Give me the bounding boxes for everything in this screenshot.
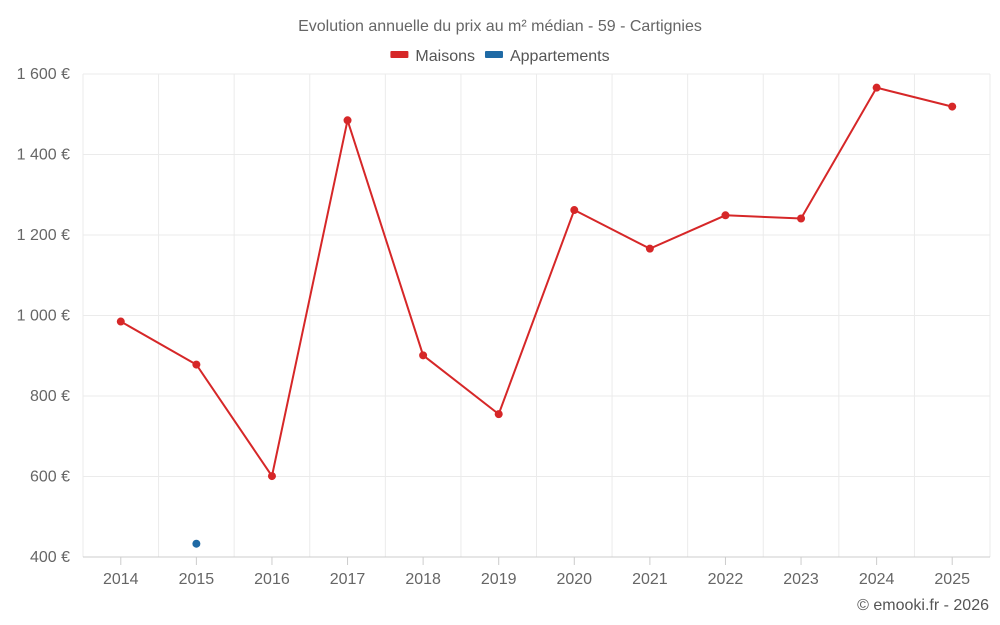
x-tick-label: 2022	[708, 571, 744, 588]
x-tick-label: 2024	[859, 571, 895, 588]
series-line-maisons[interactable]	[120, 86, 953, 479]
x-tick-label: 2019	[481, 571, 517, 588]
y-tick-label: 1 600 €	[17, 66, 70, 83]
legend-swatch	[484, 51, 503, 58]
axes: 400 € 600 € 800 € 1 000 € 1 200 € 1 400 € 1 60…	[17, 66, 990, 588]
y-tick-label: 600 €	[30, 469, 70, 486]
x-tick-label: 2014	[103, 571, 139, 588]
series-layer	[116, 83, 957, 548]
x-tick-label: 2016	[254, 571, 290, 588]
y-tick-label: 1 000 €	[17, 308, 70, 325]
data-point[interactable]	[570, 206, 579, 215]
copyright-credit: © emooki.fr - 2026	[857, 597, 989, 614]
data-point[interactable]	[721, 211, 730, 220]
legend-swatch	[390, 51, 409, 58]
x-tick-label: 2023	[783, 571, 819, 588]
data-point[interactable]	[192, 360, 201, 369]
data-point[interactable]	[192, 539, 201, 548]
x-tick-label: 2020	[556, 571, 592, 588]
x-tick-label: 2017	[330, 571, 366, 588]
y-tick-label: 400 €	[30, 549, 70, 566]
y-tick-label: 1 400 €	[17, 147, 70, 164]
chart-title: Evolution annuelle du prix au m² médian …	[298, 18, 702, 35]
x-tick-label: 2015	[179, 571, 215, 588]
legend-item-maisons[interactable]: Maisons	[390, 48, 475, 65]
y-tick-label: 800 €	[30, 388, 70, 405]
data-point[interactable]	[872, 83, 881, 92]
data-point[interactable]	[797, 214, 806, 223]
grid	[82, 73, 991, 557]
x-tick-label: 2018	[405, 571, 441, 588]
data-point[interactable]	[419, 351, 428, 360]
x-tick-label: 2025	[934, 571, 970, 588]
legend-label: Maisons	[415, 48, 475, 65]
series-appartements[interactable]	[192, 539, 201, 548]
y-tick-label: 1 200 €	[17, 227, 70, 244]
data-point[interactable]	[116, 317, 125, 326]
legend[interactable]: Maisons Appartements	[390, 48, 610, 65]
data-point[interactable]	[645, 244, 654, 253]
legend-item-appartements[interactable]: Appartements	[484, 48, 610, 65]
data-point[interactable]	[948, 102, 957, 111]
series-maisons[interactable]	[116, 83, 957, 481]
data-point[interactable]	[267, 472, 276, 481]
data-point[interactable]	[494, 410, 503, 419]
data-point[interactable]	[343, 116, 352, 125]
x-tick-label: 2021	[632, 571, 668, 588]
legend-label: Appartements	[510, 48, 610, 65]
